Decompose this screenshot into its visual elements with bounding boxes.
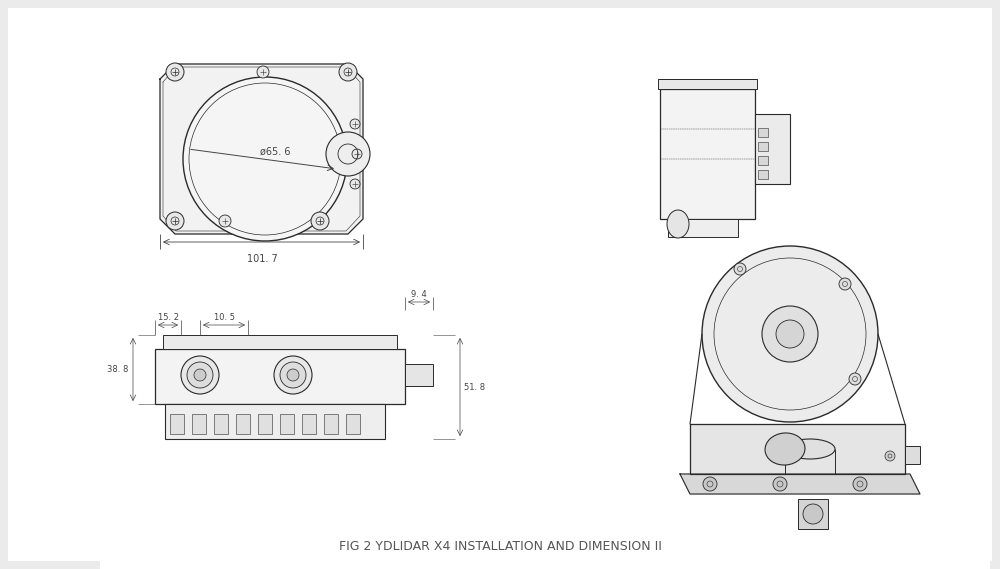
Circle shape <box>350 119 360 129</box>
Bar <box>590 304 990 569</box>
Ellipse shape <box>785 439 835 459</box>
Circle shape <box>839 278 851 290</box>
Circle shape <box>773 477 787 491</box>
Bar <box>302 414 316 434</box>
Bar <box>280 414 294 434</box>
Circle shape <box>350 179 360 189</box>
Bar <box>192 414 206 434</box>
Circle shape <box>183 77 347 241</box>
Bar <box>785 449 835 474</box>
Text: 10. 5: 10. 5 <box>214 313 234 322</box>
Ellipse shape <box>667 210 689 238</box>
Bar <box>236 414 250 434</box>
Circle shape <box>776 320 804 348</box>
Bar <box>590 19 980 299</box>
Circle shape <box>166 63 184 81</box>
Circle shape <box>326 132 370 176</box>
Circle shape <box>257 66 269 78</box>
Bar <box>755 114 790 184</box>
Bar <box>658 79 757 89</box>
Text: 101. 7: 101. 7 <box>247 254 277 264</box>
Bar <box>155 349 405 404</box>
Circle shape <box>181 356 219 394</box>
Bar <box>170 414 184 434</box>
Circle shape <box>803 504 823 524</box>
Bar <box>905 446 920 464</box>
Circle shape <box>702 246 878 422</box>
Circle shape <box>885 451 895 461</box>
Circle shape <box>762 306 818 362</box>
Bar <box>758 142 768 151</box>
Bar <box>758 156 768 165</box>
Bar <box>405 364 433 386</box>
Bar <box>668 219 738 237</box>
Bar <box>258 414 272 434</box>
Circle shape <box>311 212 329 230</box>
Bar <box>165 404 385 439</box>
Text: FIG 2 YDLIDAR X4 INSTALLATION AND DIMENSION II: FIG 2 YDLIDAR X4 INSTALLATION AND DIMENS… <box>339 541 661 554</box>
Circle shape <box>734 263 746 275</box>
Bar <box>214 414 228 434</box>
Circle shape <box>853 477 867 491</box>
Circle shape <box>194 369 206 381</box>
Bar <box>660 89 755 219</box>
Polygon shape <box>680 474 920 494</box>
Text: 15. 2: 15. 2 <box>158 313 178 322</box>
Circle shape <box>280 362 306 388</box>
Bar <box>324 414 338 434</box>
Circle shape <box>287 369 299 381</box>
Text: 9. 4: 9. 4 <box>411 290 427 299</box>
Circle shape <box>274 356 312 394</box>
Polygon shape <box>690 424 905 474</box>
Text: ø65. 6: ø65. 6 <box>260 147 290 157</box>
Circle shape <box>166 212 184 230</box>
Bar <box>163 335 397 349</box>
Circle shape <box>703 477 717 491</box>
Ellipse shape <box>765 433 805 465</box>
Bar <box>346 414 360 434</box>
Bar <box>798 499 828 529</box>
Text: 51. 8: 51. 8 <box>464 382 485 391</box>
Circle shape <box>219 215 231 227</box>
Text: 38. 8: 38. 8 <box>107 365 128 374</box>
Bar <box>758 170 768 179</box>
Bar <box>758 128 768 137</box>
Circle shape <box>352 149 362 159</box>
Polygon shape <box>160 64 363 234</box>
Bar <box>100 304 590 569</box>
Bar <box>100 19 530 299</box>
Circle shape <box>849 373 861 385</box>
Circle shape <box>187 362 213 388</box>
Circle shape <box>339 63 357 81</box>
